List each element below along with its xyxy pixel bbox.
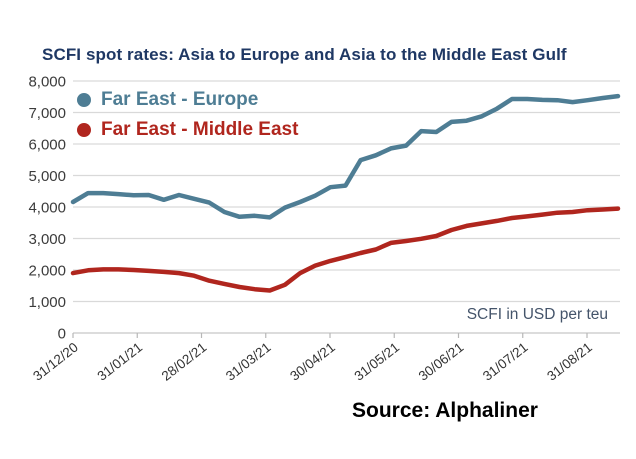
x-tick-label: 31/12/20 bbox=[30, 340, 81, 384]
y-tick-label: 0 bbox=[58, 326, 66, 343]
x-tick-label: 28/02/21 bbox=[159, 340, 210, 384]
legend-label-middle-east: Far East - Middle East bbox=[101, 119, 299, 140]
legend-item: Far East - Europe bbox=[77, 85, 298, 115]
y-tick-label: 8,000 bbox=[28, 74, 66, 91]
y-tick-label: 4,000 bbox=[28, 200, 66, 217]
legend-item: Far East - Middle East bbox=[77, 115, 298, 145]
chart-title: SCFI spot rates: Asia to Europe and Asia… bbox=[42, 45, 567, 64]
unit-annotation: SCFI in USD per teu bbox=[466, 306, 608, 323]
chart-legend: Far East - Europe Far East - Middle East bbox=[77, 85, 298, 145]
y-tick-label: 1,000 bbox=[28, 294, 66, 311]
source-label: Source: Alphaliner bbox=[352, 399, 538, 422]
europe-series-dot-icon bbox=[77, 93, 91, 107]
x-tick-label: 31/07/21 bbox=[480, 340, 531, 384]
y-tick-label: 2,000 bbox=[28, 263, 66, 280]
x-tick-label: 30/04/21 bbox=[287, 340, 338, 384]
y-tick-label: 5,000 bbox=[28, 168, 66, 185]
x-tick-label: 31/01/21 bbox=[94, 340, 145, 384]
series-line-0 bbox=[70, 93, 621, 220]
y-tick-label: 3,000 bbox=[28, 231, 66, 248]
x-tick-label: 31/05/21 bbox=[351, 340, 402, 384]
middle-east-series-dot-icon bbox=[77, 123, 91, 137]
x-tick-label: 30/06/21 bbox=[416, 340, 467, 384]
y-tick-label: 7,000 bbox=[28, 105, 66, 122]
y-tick-label: 6,000 bbox=[28, 137, 66, 154]
series-line-1 bbox=[70, 206, 621, 293]
legend-label-europe: Far East - Europe bbox=[101, 89, 259, 110]
x-tick-label: 31/08/21 bbox=[544, 340, 595, 384]
x-tick-label: 31/03/21 bbox=[223, 340, 274, 384]
